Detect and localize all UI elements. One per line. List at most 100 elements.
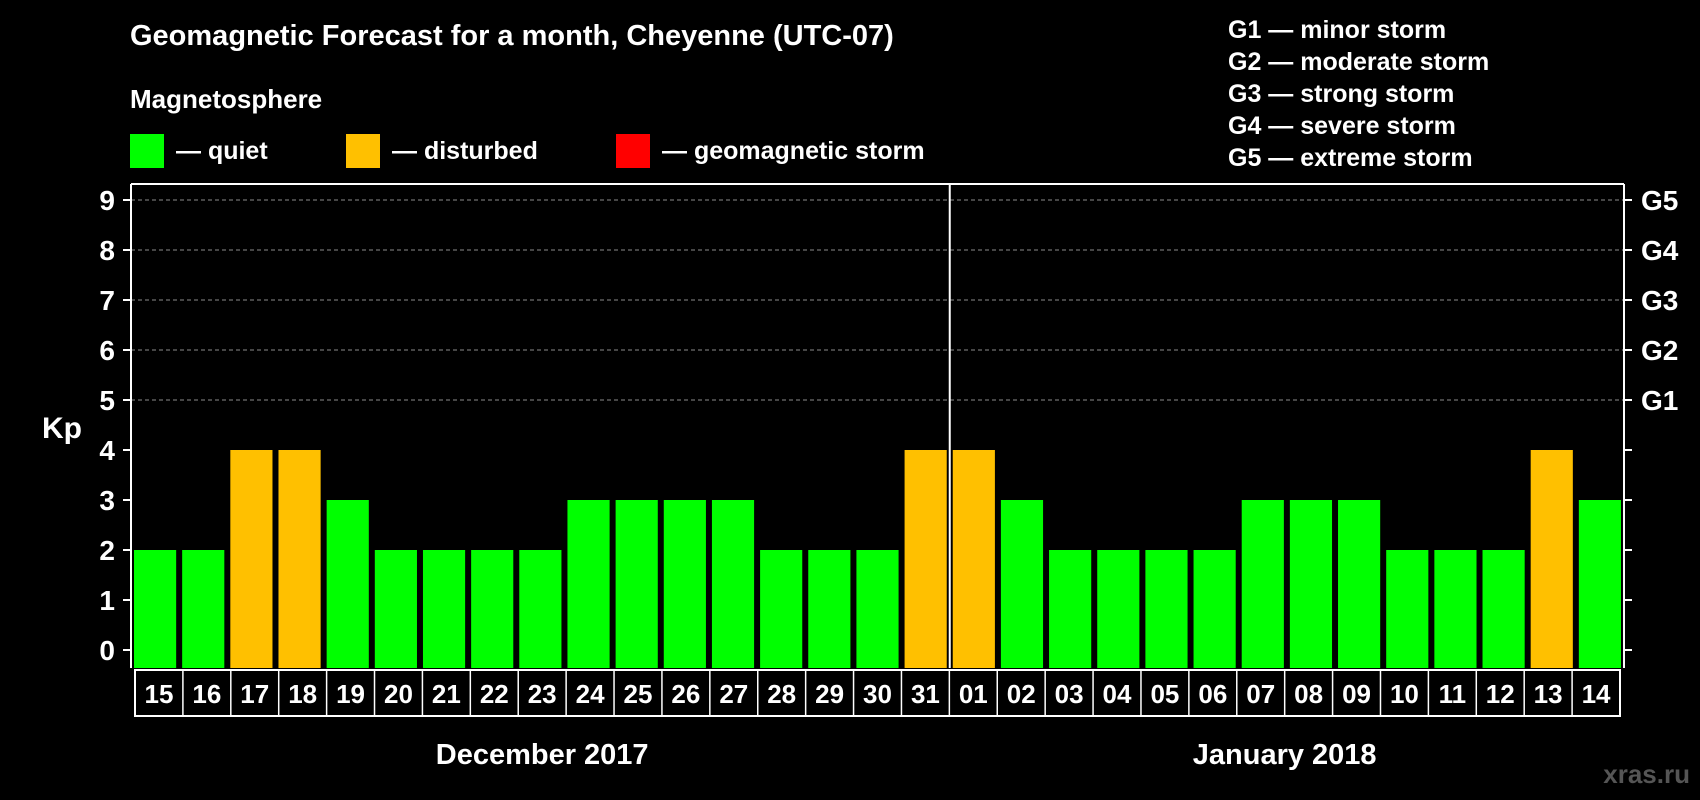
right-axis-label-g5: G5 xyxy=(1641,185,1678,216)
x-tick-label-17: 17 xyxy=(240,679,269,709)
bar-29 xyxy=(808,550,851,668)
y-tick-label-0: 0 xyxy=(99,635,115,666)
legend-label-storm: — geomagnetic storm xyxy=(662,136,925,165)
x-tick-label-08: 08 xyxy=(1294,679,1323,709)
y-tick-label-4: 4 xyxy=(99,435,115,466)
legend-swatch-storm xyxy=(616,134,650,168)
bar-20 xyxy=(374,550,417,668)
x-tick-label-20: 20 xyxy=(384,679,413,709)
x-tick-label-03: 03 xyxy=(1055,679,1084,709)
x-tick-label-12: 12 xyxy=(1486,679,1515,709)
y-tick-label-1: 1 xyxy=(99,585,115,616)
y-tick-label-3: 3 xyxy=(99,485,115,516)
legend-item-quiet: — quiet xyxy=(130,134,268,168)
bar-03 xyxy=(1049,550,1092,668)
y-tick-label-8: 8 xyxy=(99,235,115,266)
x-tick-label-01: 01 xyxy=(959,679,988,709)
y-tick-label-6: 6 xyxy=(99,335,115,366)
storm-scale-g3: G3 — strong storm xyxy=(1228,80,1455,108)
bar-23 xyxy=(519,550,562,668)
bar-10 xyxy=(1386,550,1429,668)
bar-15 xyxy=(134,550,177,668)
right-axis-label-g4: G4 xyxy=(1641,235,1679,266)
bar-28 xyxy=(760,550,803,668)
x-tick-label-04: 04 xyxy=(1103,679,1132,709)
bar-09 xyxy=(1338,500,1381,668)
x-tick-label-30: 30 xyxy=(863,679,892,709)
x-tick-label-10: 10 xyxy=(1390,679,1419,709)
right-axis-label-g3: G3 xyxy=(1641,285,1678,316)
month-label-december: December 2017 xyxy=(436,739,649,771)
bar-19 xyxy=(326,500,369,668)
bar-27 xyxy=(711,500,755,668)
x-tick-label-25: 25 xyxy=(624,679,653,709)
legend-swatch-disturbed xyxy=(346,134,380,168)
x-tick-label-21: 21 xyxy=(432,679,461,709)
bar-12 xyxy=(1482,550,1525,668)
x-tick-label-15: 15 xyxy=(144,679,173,709)
bar-17 xyxy=(230,450,273,668)
chart-title: Geomagnetic Forecast for a month, Cheyen… xyxy=(130,20,894,52)
bar-08 xyxy=(1289,500,1333,668)
bar-26 xyxy=(663,500,706,668)
x-tick-label-31: 31 xyxy=(911,679,940,709)
watermark: xras.ru xyxy=(1603,759,1690,789)
bar-24 xyxy=(567,500,610,668)
bar-22 xyxy=(471,550,514,668)
y-tick-label-2: 2 xyxy=(99,535,115,566)
x-tick-label-19: 19 xyxy=(336,679,365,709)
bar-25 xyxy=(615,500,658,668)
bar-31 xyxy=(904,450,947,668)
x-tick-label-29: 29 xyxy=(815,679,844,709)
storm-scale-g4: G4 — severe storm xyxy=(1228,112,1456,140)
x-tick-label-06: 06 xyxy=(1198,679,1227,709)
storm-scale-g1: G1 — minor storm xyxy=(1228,16,1447,44)
x-tick-label-09: 09 xyxy=(1342,679,1371,709)
storm-scale-legend: G1 — minor storm G2 — moderate storm G3 … xyxy=(1228,14,1489,174)
bar-30 xyxy=(856,550,899,668)
legend-subtitle: Magnetosphere xyxy=(130,84,323,114)
bar-05 xyxy=(1145,550,1188,668)
x-tick-label-05: 05 xyxy=(1150,679,1179,709)
y-tick-label-7: 7 xyxy=(99,285,115,316)
bar-13 xyxy=(1530,450,1573,668)
x-tick-label-24: 24 xyxy=(576,679,605,709)
legend-swatch-quiet xyxy=(130,134,164,168)
x-tick-label-18: 18 xyxy=(288,679,317,709)
x-tick-label-23: 23 xyxy=(528,679,557,709)
legend-item-disturbed: — disturbed xyxy=(346,134,538,168)
bar-07 xyxy=(1241,500,1284,668)
y-tick-label-9: 9 xyxy=(99,185,115,216)
legend-label-disturbed: — disturbed xyxy=(392,136,538,165)
x-tick-label-26: 26 xyxy=(671,679,700,709)
bar-11 xyxy=(1434,550,1477,668)
x-tick-label-28: 28 xyxy=(767,679,796,709)
x-tick-label-16: 16 xyxy=(192,679,221,709)
legend-label-quiet: — quiet xyxy=(176,136,268,165)
x-tick-label-27: 27 xyxy=(719,679,748,709)
bar-02 xyxy=(1000,500,1044,668)
storm-scale-g2: G2 — moderate storm xyxy=(1228,48,1490,76)
x-tick-label-14: 14 xyxy=(1582,679,1611,709)
month-label-january: January 2018 xyxy=(1193,739,1377,771)
x-tick-label-07: 07 xyxy=(1246,679,1275,709)
right-axis-label-g2: G2 xyxy=(1641,335,1678,366)
y-axis-title: Kp xyxy=(42,412,82,445)
legend-item-storm: — geomagnetic storm xyxy=(616,134,925,168)
bar-04 xyxy=(1097,550,1140,668)
bar-06 xyxy=(1193,550,1236,668)
bar-01 xyxy=(952,450,995,668)
x-tick-label-13: 13 xyxy=(1534,679,1563,709)
x-tick-label-22: 22 xyxy=(480,679,509,709)
bar-16 xyxy=(182,550,225,668)
bar-18 xyxy=(278,450,321,668)
date-label-frame xyxy=(134,669,1621,717)
bar-21 xyxy=(422,550,466,668)
storm-scale-g5: G5 — extreme storm xyxy=(1228,144,1473,172)
x-tick-label-02: 02 xyxy=(1007,679,1036,709)
bar-14 xyxy=(1578,500,1621,668)
y-tick-label-5: 5 xyxy=(99,385,115,416)
right-axis-label-g1: G1 xyxy=(1641,385,1678,416)
x-tick-label-11: 11 xyxy=(1439,679,1467,709)
